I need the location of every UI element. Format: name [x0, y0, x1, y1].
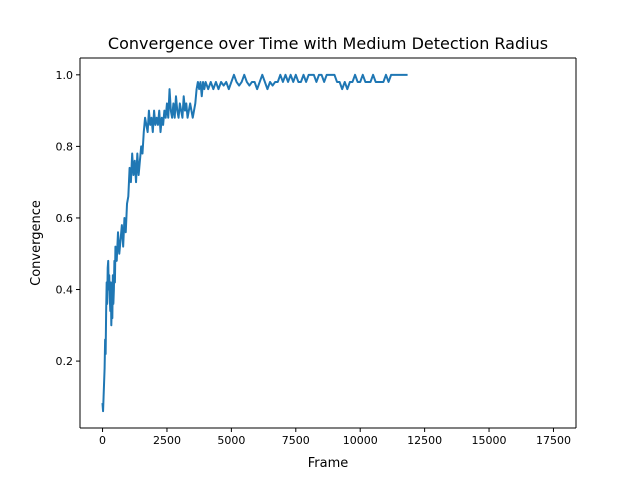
chart-title: Convergence over Time with Medium Detect…: [108, 34, 548, 53]
x-tick-label: 12500: [407, 434, 442, 447]
y-tick-label: 1.0: [56, 69, 74, 82]
ticks-layer: 0 2500 5000 7500 10000 12500 15000 17500 0.2 0.4 0…: [56, 69, 571, 447]
x-tick-label: 17500: [536, 434, 571, 447]
x-tick-label: 10000: [343, 434, 378, 447]
y-tick-label: 0.6: [56, 212, 74, 225]
y-tick-label: 0.4: [56, 284, 74, 297]
x-axis-label: Frame: [308, 456, 349, 471]
series-layer: [101, 73, 408, 413]
x-tick-label: 15000: [472, 434, 507, 447]
y-tick-label: 0.8: [56, 140, 74, 153]
y-axis-label: Convergence: [29, 200, 44, 286]
x-tick-label: 2500: [153, 434, 181, 447]
x-tick-label: 5000: [217, 434, 245, 447]
axes-layer: [79, 57, 577, 429]
x-tick-label: 7500: [282, 434, 310, 447]
series-line-0: [101, 73, 408, 413]
y-tick-label: 0.2: [56, 355, 74, 368]
x-tick-label: 0: [99, 434, 106, 447]
